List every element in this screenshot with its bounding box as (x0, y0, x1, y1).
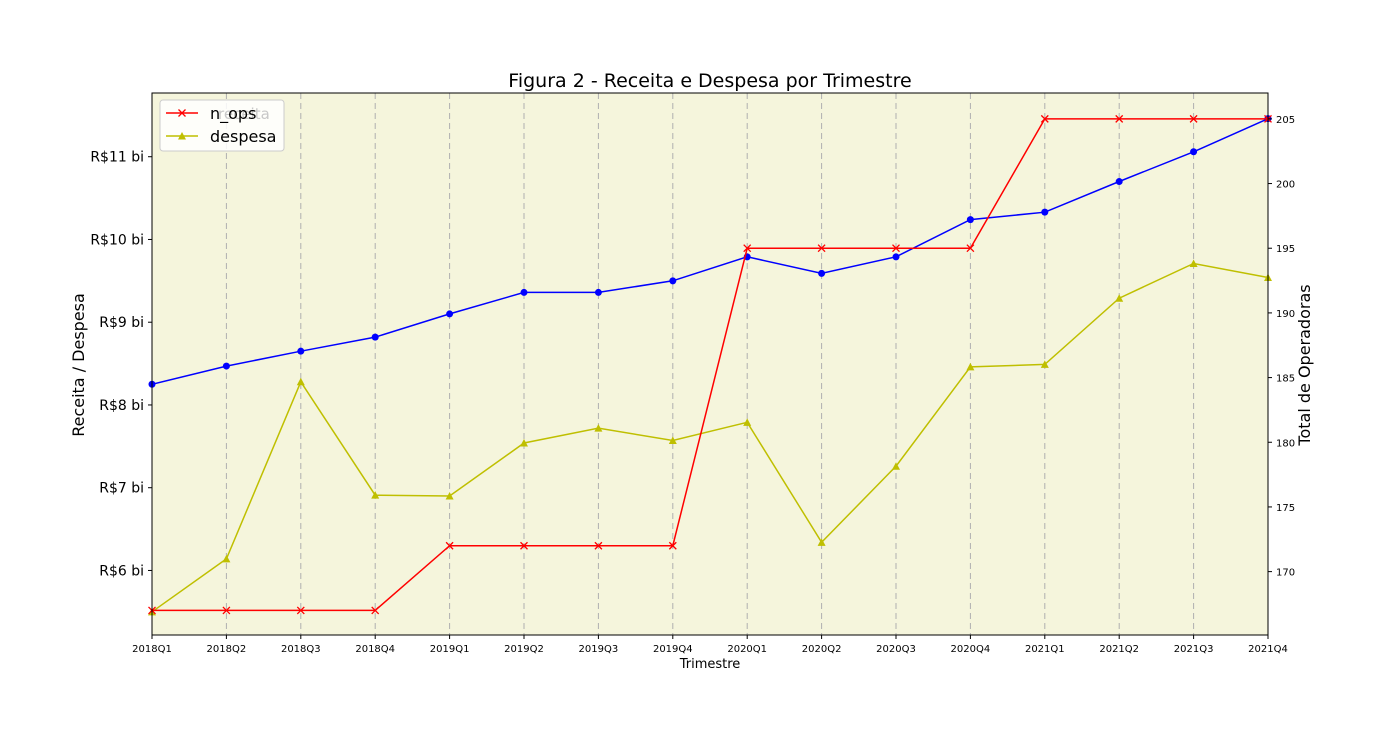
right-y-axis-label: Total de Operadoras (1295, 284, 1314, 446)
right-y-tick-label: 190 (1276, 309, 1295, 320)
n-ops-point (1189, 114, 1198, 123)
despesa-point (817, 538, 826, 546)
series-1-point (371, 333, 379, 341)
series-layer (148, 114, 1272, 616)
despesa-point (520, 439, 528, 447)
legend-faded-text: receita (218, 105, 270, 123)
x-tick-label-2020q3: 2020Q3 (876, 644, 916, 655)
right-y-tick-label: 195 (1276, 244, 1295, 255)
n-ops-point (371, 606, 380, 615)
n-ops-point (892, 244, 900, 253)
n-ops-point (743, 244, 752, 253)
left-y-axis-label: Receita / Despesa (69, 293, 88, 437)
n-ops-point (222, 606, 231, 615)
despesa-point (1040, 360, 1049, 368)
x-tick-label-2018q3: 2018Q3 (281, 644, 321, 655)
series-1-point (520, 288, 528, 296)
plot-frame (151, 92, 1269, 636)
left-y-tick-label: R$6 bi (99, 563, 144, 579)
series-1-point (222, 362, 230, 370)
series-1-point (669, 277, 677, 285)
despesa-point (966, 362, 975, 371)
n-ops-point (1115, 114, 1124, 123)
despesa-point (222, 554, 231, 563)
left-y-tick-label: R$11 bi (90, 150, 144, 166)
n-ops-point (966, 244, 975, 253)
x-tick-label-2019q4: 2019Q4 (653, 644, 693, 655)
n-ops-point (817, 244, 826, 253)
series-1-point (892, 253, 900, 261)
x-tick-label-2021q1: 2021Q1 (1025, 644, 1065, 655)
despesa-point (668, 436, 677, 445)
chart-title: Figura 2 - Receita e Despesa por Trimest… (508, 70, 911, 92)
right-y-tick-label: 205 (1276, 115, 1295, 126)
x-tick-label-2020q2: 2020Q2 (802, 644, 842, 655)
legend-despesa-label: despesa (210, 127, 276, 146)
n-ops-point (1040, 114, 1049, 123)
series-1-point (1041, 208, 1049, 216)
right-y-tick-label: 175 (1276, 503, 1295, 514)
legend-n-ops-marker (178, 109, 186, 117)
series-1-point (818, 269, 826, 277)
series-1-point (1190, 148, 1198, 156)
x-tick-label-2019q3: 2019Q3 (579, 644, 619, 655)
x-tick-label-2018q2: 2018Q2 (207, 644, 247, 655)
x-tick-label-2018q4: 2018Q4 (355, 644, 395, 655)
left-y-tick-label: R$7 bi (99, 481, 144, 497)
x-tick-label-2021q4: 2021Q4 (1248, 644, 1288, 655)
despesa-point (743, 418, 752, 426)
series-1-point (1115, 178, 1123, 186)
despesa-point (296, 377, 305, 386)
right-y-tick-label: 200 (1276, 180, 1295, 191)
despesa-point (594, 424, 603, 432)
right-y-tick-label: 180 (1276, 438, 1295, 449)
n-ops-point (445, 541, 454, 550)
series-1-point (966, 216, 974, 224)
despesa-point (1115, 294, 1124, 302)
despesa-point (445, 491, 454, 500)
despesa-point (371, 491, 380, 499)
n-ops-line (152, 118, 1268, 612)
n-ops-point (594, 541, 603, 550)
right-y-tick-label: 185 (1276, 374, 1295, 385)
legend-despesa-marker (178, 132, 186, 140)
series-1-point (446, 310, 454, 318)
right-y-axis: 170 175 180 185 190 195 200 205 (1268, 115, 1295, 579)
x-tick-label-2019q2: 2019Q2 (504, 644, 544, 655)
x-tick-label-2021q3: 2021Q3 (1174, 644, 1214, 655)
despesa-point (892, 462, 900, 470)
series-1-point (297, 347, 305, 355)
left-y-tick-label: R$10 bi (90, 232, 144, 248)
right-y-tick-label: 170 (1276, 568, 1295, 579)
series-1-line (151, 118, 1269, 386)
series-1-point (594, 288, 602, 296)
x-tick-label-2021q2: 2021Q2 (1099, 644, 1139, 655)
x-tick-label-2019q1: 2019Q1 (430, 644, 470, 655)
despesa-line (151, 262, 1269, 613)
n-ops-point (668, 541, 677, 550)
left-y-tick-label: R$9 bi (99, 315, 144, 331)
legend: receita n_ops despesa (159, 99, 285, 152)
despesa-point (1189, 259, 1198, 267)
legend-n-ops-label: n_ops (210, 104, 256, 124)
x-axis-label: Trimestre (679, 657, 741, 672)
n-ops-point (520, 541, 528, 550)
x-tick-label-2020q4: 2020Q4 (951, 644, 991, 655)
n-ops-point (296, 606, 305, 615)
left-y-tick-label: R$8 bi (99, 398, 144, 414)
x-tick-label-2020q1: 2020Q1 (727, 644, 767, 655)
plot-area (152, 93, 1268, 635)
x-axis: 2018Q1 2018Q2 2018Q3 2018Q4 2019Q1 2019Q2 2019… (132, 635, 1288, 655)
x-tick-label-2018q1: 2018Q1 (132, 644, 172, 655)
left-y-axis: R$6 bi R$7 bi R$8 bi R$9 bi R$10 bi R$11 bi (90, 150, 152, 579)
